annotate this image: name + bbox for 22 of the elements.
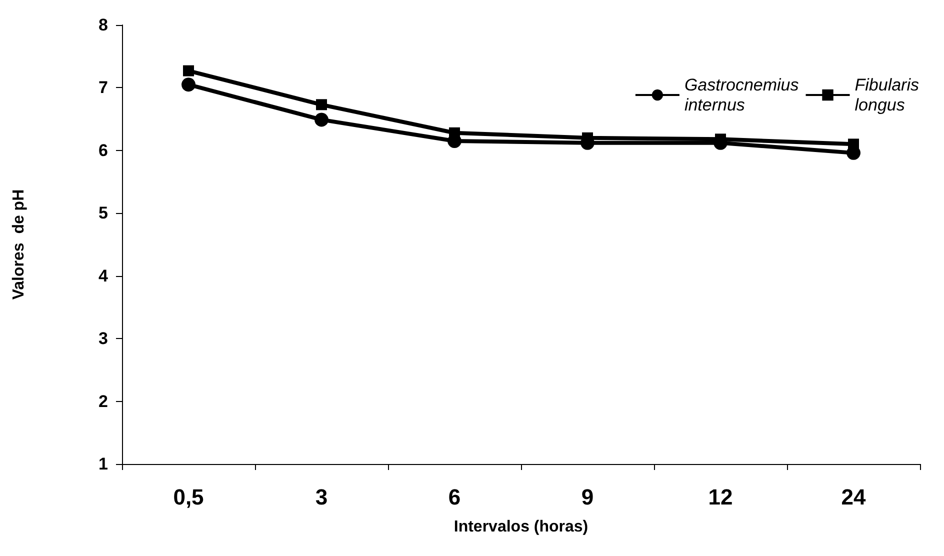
point [314,112,328,127]
x-tick-label: 0,5 [173,484,204,510]
x-tick-label: 9 [581,484,594,510]
x-tick-label: 3 [315,484,328,510]
y-tick-label: 8 [98,16,108,34]
y-tick-label: 6 [98,140,108,160]
point [182,78,196,92]
x-axis-title: Intervalos (horas) [454,518,588,536]
y-tick-label: 5 [98,204,108,223]
y-tick-label: 2 [98,392,108,411]
y-tick-label: 7 [98,78,108,98]
y-axis-title: Valores de pH [10,189,28,300]
legend-label: Gastrocnemius internus [684,76,800,114]
x-tick-label: 12 [708,484,733,510]
legend-label: Fibularis longus [854,76,920,114]
x-tick-label: 6 [448,484,461,510]
y-tick-label: 1 [98,454,108,474]
y-tick-label: 3 [98,329,108,348]
x-tick-label: 24 [841,484,866,510]
y-tick-label: 4 [98,266,109,286]
point [316,99,327,110]
point [183,65,194,76]
